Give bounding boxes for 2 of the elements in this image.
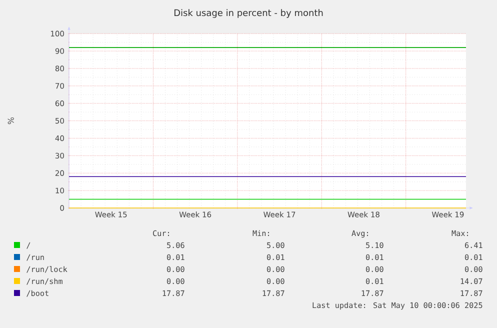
y-axis-title: % <box>8 117 14 124</box>
chart-title: Disk usage in percent - by month <box>174 9 323 18</box>
